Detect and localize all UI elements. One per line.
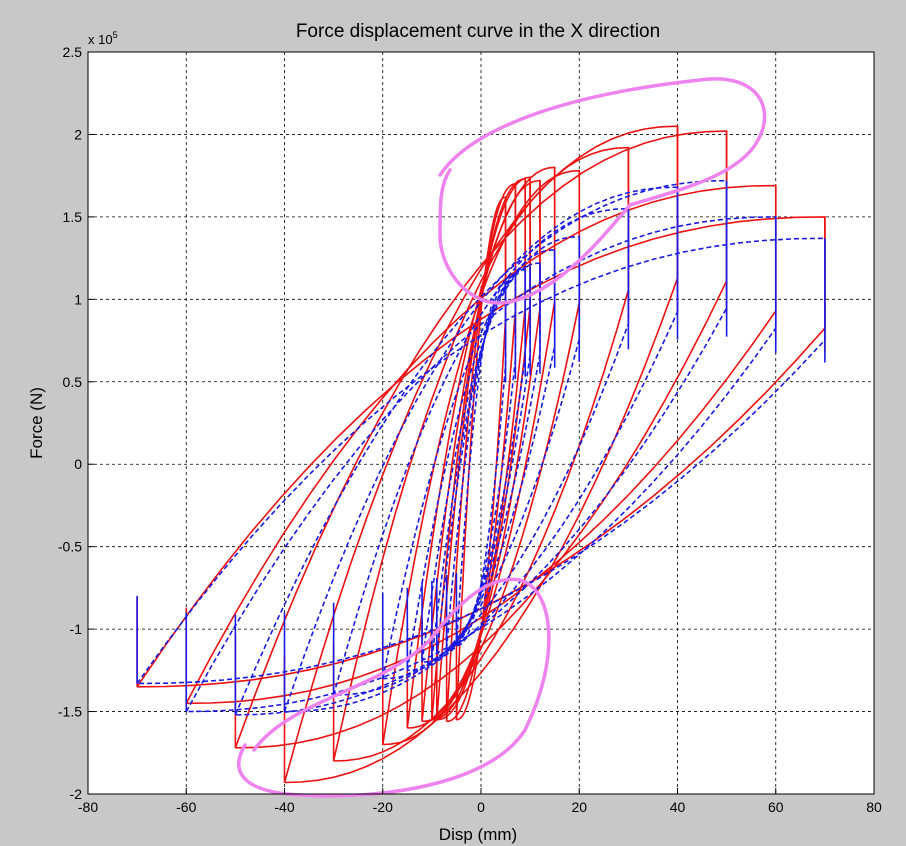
annotation-loop-upper [438, 77, 767, 305]
x-tick-label: 80 [866, 799, 882, 815]
hysteresis-loop [436, 268, 527, 655]
x-tick-label: -20 [373, 799, 393, 815]
y-tick-label: 2.5 [63, 44, 83, 60]
curves [136, 125, 826, 784]
y-exponent-label: x 105 [88, 30, 118, 47]
annotations [237, 77, 767, 798]
y-tick-label: -2 [70, 786, 83, 802]
x-tick-label: 20 [571, 799, 587, 815]
x-tick-label: -40 [274, 799, 294, 815]
y-tick-label: 0 [74, 456, 82, 472]
y-axis-label: Force (N) [27, 387, 46, 459]
y-tick-label: 1.5 [63, 209, 83, 225]
y-tick-label: 2 [74, 126, 82, 142]
y-tick-label: -1 [70, 621, 83, 637]
y-tick-label: -1.5 [58, 704, 82, 720]
hysteresis-loop [234, 179, 728, 716]
chart-title: Force displacement curve in the X direct… [296, 21, 660, 42]
series-2 [136, 179, 826, 716]
y-tick-label: 1 [74, 291, 82, 307]
x-tick-label: 60 [768, 799, 784, 815]
y-tick-label: -0.5 [58, 539, 82, 555]
tick-labels: -80 -60 -40 -20 0 20 40 60 80 -2 -1.5 -1 -0.5 0 0.5 1 1.… [58, 44, 882, 815]
x-tick-label: -80 [78, 799, 98, 815]
x-axis-label: Disp (mm) [439, 825, 517, 844]
annotation-loop-lower [237, 577, 551, 798]
y-exponent-power: 5 [113, 30, 118, 40]
x-tick-label: 0 [477, 799, 485, 815]
hysteresis-loop [406, 249, 556, 672]
y-tick-label: 0.5 [63, 374, 83, 390]
x-tick-label: -60 [176, 799, 196, 815]
x-tick-label: 40 [670, 799, 686, 815]
